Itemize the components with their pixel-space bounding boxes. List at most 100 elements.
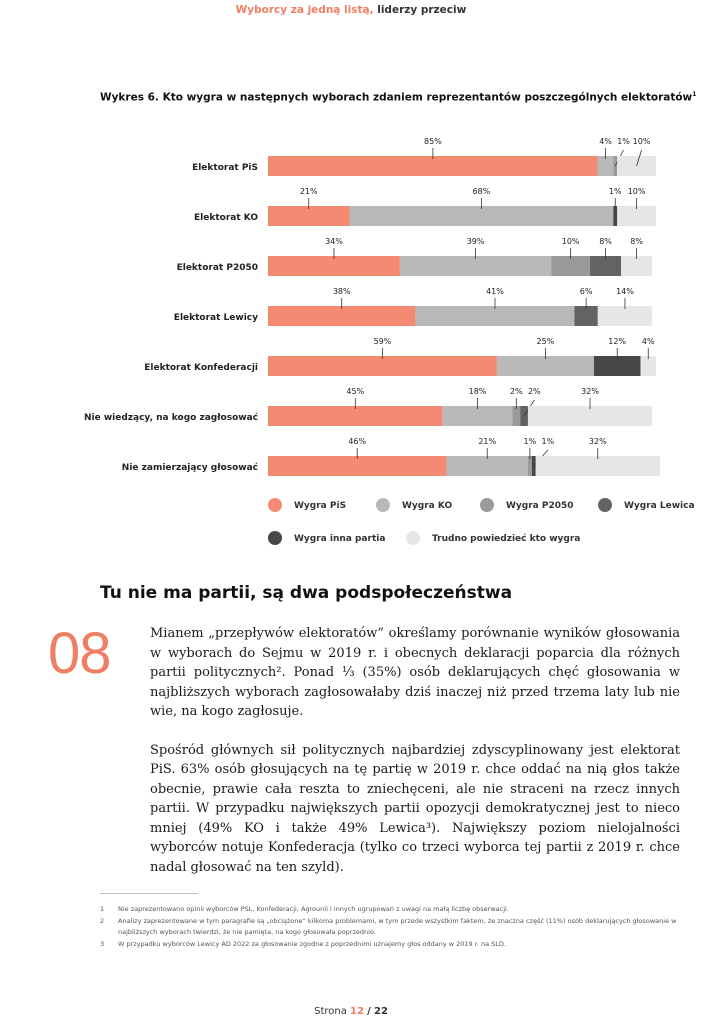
data-label: 41% [486, 287, 504, 296]
category-label: Elektorat KO [194, 213, 258, 223]
data-label: 10% [628, 187, 646, 196]
bar-segment [593, 356, 641, 376]
chart-title-footnote-ref: 1 [692, 91, 697, 98]
data-label: 32% [589, 437, 607, 446]
data-label: 18% [469, 387, 487, 396]
legend-swatch [598, 498, 612, 512]
bar-segment [268, 406, 443, 426]
bar-segment [268, 206, 350, 226]
legend-swatch [406, 531, 420, 545]
bar-segment [640, 356, 656, 376]
footnote: 3 W przypadku wyborców Lewicy AD 2022 za … [100, 939, 685, 951]
paragraph: Spośród głównych sił politycznych najbar… [150, 742, 680, 875]
data-label: 59% [374, 337, 392, 346]
category-label: Elektorat Lewicy [174, 313, 258, 323]
footnote: 1 Nie zaprezentowano opinii wyborców PSL,… [100, 904, 685, 916]
data-label: 10% [562, 237, 580, 246]
data-label: 38% [333, 287, 351, 296]
data-label: 10% [633, 137, 651, 146]
data-label: 32% [581, 387, 599, 396]
data-label: 1% [617, 137, 630, 146]
footnote-text: W przypadku wyborców Lewicy AD 2022 za g… [118, 939, 506, 948]
data-label: 46% [348, 437, 366, 446]
bar-segment [621, 256, 653, 276]
footnote-text: Analizy zaprezentowane w tym paragrafie … [118, 916, 677, 937]
legend-label: Wygra PiS [294, 501, 347, 511]
bar-segment [597, 306, 653, 326]
data-label: 1% [609, 187, 622, 196]
bar-segment [268, 356, 497, 376]
data-label: 34% [325, 237, 343, 246]
data-label: 39% [467, 237, 485, 246]
footnote-text: Nie zaprezentowano opinii wyborców PSL, … [118, 905, 509, 913]
data-label: 4% [599, 137, 612, 146]
bar-segment [535, 456, 660, 476]
footnotes: 1 Nie zaprezentowano opinii wyborców PSL,… [100, 904, 685, 950]
footnote: 2 Analizy zaprezentowane w tym paragrafie… [100, 916, 685, 939]
bar-segment [415, 306, 575, 326]
chart-title: Wykres 6. Kto wygra w następnych wyborac… [100, 91, 696, 104]
running-header: Wyborcy za jedną listą, liderzy przeciw [0, 4, 702, 16]
legend-label: Trudno powiedzieć kto wygra [432, 534, 581, 544]
footnote-number: 3 [100, 939, 105, 948]
data-label: 21% [478, 437, 496, 446]
bar-segment [268, 156, 598, 176]
page-current: 12 [350, 1006, 364, 1017]
data-label: 6% [580, 287, 593, 296]
legend-label: Wygra P2050 [506, 501, 574, 511]
legend-swatch [268, 498, 282, 512]
category-label: Elektorat Konfederacji [144, 363, 258, 373]
bar-segment [574, 306, 598, 326]
bar-segment [349, 206, 614, 226]
data-label: 1% [524, 437, 537, 446]
legend-label: Wygra Lewica [624, 501, 695, 511]
category-label: Elektorat P2050 [177, 263, 258, 273]
section-title: Tu nie ma partii, są dwa podspołeczeństw… [100, 583, 513, 603]
header-accent: Wyborcy za jedną listą, [235, 4, 374, 16]
data-label: 2% [510, 387, 523, 396]
bar-segment [446, 456, 528, 476]
data-label: 2% [528, 387, 541, 396]
page-label: Strona [314, 1006, 347, 1017]
bar-segment [268, 256, 400, 276]
legend-swatch [376, 498, 390, 512]
data-label: 14% [616, 287, 634, 296]
footnote-number: 1 [100, 905, 105, 913]
chart-title-text: Wykres 6. Kto wygra w następnych wyborac… [100, 91, 693, 104]
bar-segment [527, 406, 653, 426]
legend-swatch [480, 498, 494, 512]
bar-segment [613, 206, 618, 226]
section-number: 08 [48, 621, 112, 686]
bar-segment [496, 356, 594, 376]
legend-swatch [268, 531, 282, 545]
bar-segment [551, 256, 591, 276]
bar-segment [527, 456, 532, 476]
legend-label: Wygra KO [402, 501, 453, 511]
section-body: Mianem „przepływów elektoratów” określam… [150, 624, 680, 896]
bar-segment [512, 406, 521, 426]
data-label: 8% [630, 237, 643, 246]
data-label: 8% [599, 237, 612, 246]
bar-segment [399, 256, 552, 276]
footnote-number: 2 [100, 916, 105, 925]
page-total: 22 [373, 1006, 388, 1017]
data-label: 25% [537, 337, 555, 346]
paragraph: Mianem „przepływów elektoratów” określam… [150, 626, 680, 719]
category-label: Nie wiedzący, na kogo zagłosować [84, 412, 259, 423]
data-label: 85% [424, 137, 442, 146]
page-separator: / [367, 1006, 371, 1017]
data-label: 68% [473, 187, 491, 196]
data-label: 1% [542, 437, 555, 446]
bar-segment [268, 306, 416, 326]
data-label: 21% [300, 187, 318, 196]
data-label: 4% [642, 337, 655, 346]
data-label: 45% [346, 387, 364, 396]
category-label: Nie zamierzający głosować [122, 462, 259, 473]
footnote-divider [100, 893, 198, 894]
header-rest: liderzy przeciw [377, 4, 467, 16]
label-leader-line [636, 149, 642, 167]
bar-segment [442, 406, 513, 426]
bar-segment [268, 456, 447, 476]
legend-label: Wygra inna partia [294, 534, 386, 544]
